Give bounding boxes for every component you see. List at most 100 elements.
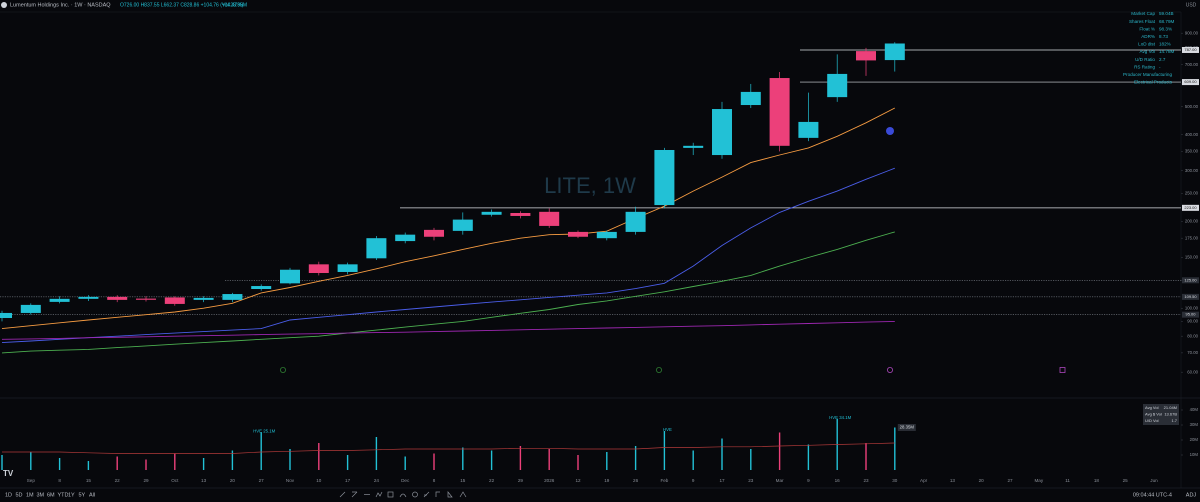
drawing-tools [339, 491, 467, 498]
adj-toggle[interactable]: ADJ [1186, 492, 1197, 498]
tool-circle[interactable] [412, 491, 418, 498]
volume-stat-value: 1.7 [1171, 418, 1177, 423]
volume-bar [202, 458, 205, 470]
event-marker[interactable] [1059, 367, 1066, 373]
candle-body [251, 286, 272, 290]
x-tick-label: 23 [863, 478, 869, 483]
candle-body [107, 296, 128, 300]
currency[interactable]: USD [1186, 2, 1197, 8]
x-tick-label: 26 [633, 478, 639, 483]
candle-body [827, 73, 848, 98]
range-button[interactable]: 1Y [68, 492, 75, 498]
y-tick-label: 300.00 [1185, 168, 1199, 173]
range-button[interactable]: All [89, 492, 95, 498]
candle-body [20, 304, 41, 313]
volume-bar [260, 432, 262, 470]
tool-ray[interactable] [351, 491, 358, 498]
volume-stat-value: 21.04M [1164, 405, 1177, 410]
volume-tick-label: 30M [1190, 422, 1199, 427]
sector: Producer Manufacturing [1123, 72, 1172, 77]
volume-bar [116, 456, 118, 470]
y-tick-label: 90.00 [1187, 319, 1198, 324]
tool-path[interactable] [375, 491, 383, 498]
x-tick-label: 17 [345, 478, 351, 483]
x-tick-label: 25 [1123, 478, 1129, 483]
tool-text[interactable] [447, 491, 453, 498]
tool-measure[interactable] [435, 491, 440, 497]
candle-body [395, 234, 416, 242]
candle-body [625, 211, 646, 232]
tool-rect[interactable] [387, 491, 394, 498]
volume-bar [778, 432, 781, 470]
candle-body [280, 269, 300, 284]
event-marker[interactable] [887, 366, 894, 373]
x-tick-label: 29 [143, 478, 149, 483]
x-tick-label: 15 [86, 478, 92, 483]
volume-bar [721, 438, 723, 470]
volume-bar [462, 447, 464, 470]
x-tick-label: Feb [660, 478, 668, 483]
moving-average [1, 320, 895, 340]
event-markers [279, 366, 1066, 373]
symbol[interactable]: Lumentum Holdings Inc. · 1W · NASDAQ [10, 2, 111, 8]
range-button[interactable]: 1M [26, 492, 34, 498]
x-tick-label: 8 [58, 478, 61, 483]
stat-label: Shares Float [1129, 19, 1156, 24]
y-tick-label: 60.00 [1187, 369, 1198, 374]
volume-bar [1, 455, 3, 470]
volume-bar [807, 444, 810, 470]
x-tick-label: Apr [920, 478, 928, 483]
volume-stat-label: Avg $ Vol [1145, 412, 1162, 417]
price-tag-label: 95.00 [1185, 312, 1196, 317]
candle-body [740, 91, 761, 106]
stat-label: Avg Vol [1140, 49, 1156, 54]
earnings-marker[interactable] [656, 366, 663, 373]
range-button[interactable]: 5D [16, 492, 23, 498]
range-button[interactable]: YTD [58, 492, 69, 498]
tool-trend[interactable] [339, 491, 346, 498]
volume-bar [433, 453, 435, 470]
candle-body [798, 121, 819, 138]
volume-tag [897, 423, 916, 431]
range-button[interactable]: 6M [47, 492, 55, 498]
range-button[interactable]: 5Y [79, 492, 86, 498]
tool-fib[interactable] [423, 491, 430, 498]
price-tag [1182, 204, 1199, 211]
stat-label: Float % [1139, 26, 1155, 31]
moving-average [1, 107, 896, 330]
stat-label: U/D Ratio [1135, 57, 1155, 62]
candle-body [366, 238, 387, 259]
brand-logo[interactable]: TV [3, 469, 14, 478]
y-tick-label: 500.00 [1185, 104, 1199, 109]
stat-label: RS Rating [1134, 64, 1155, 69]
y-tick-label: 150.00 [1185, 255, 1199, 260]
candle-body [510, 212, 531, 216]
industry: Electrical Products [1134, 80, 1173, 85]
watermark: LITE, 1W [544, 173, 636, 198]
stat-value: 59.04B [1159, 11, 1174, 16]
volume-tag-label: 28.35M [900, 425, 915, 430]
x-tick-label: Nov [286, 478, 295, 483]
x-tick-label: Mar [776, 478, 784, 483]
x-tick-label: 27 [1007, 478, 1013, 483]
stat-value: 98.3% [1159, 26, 1172, 31]
x-tick-label: 20 [979, 478, 985, 483]
stat-value: 14.78M [1159, 49, 1174, 54]
candle-body [424, 229, 444, 237]
tool-arc[interactable] [399, 493, 407, 498]
x-tick-label: Jun [1150, 478, 1158, 483]
ohlc: O726.00 H837.55 L662.37 C828.86 +104.76 … [120, 2, 244, 8]
candle-body [712, 109, 732, 156]
candle-body [481, 211, 502, 215]
y-tick-label: 175.00 [1185, 235, 1199, 240]
x-tick-label: 19 [604, 478, 610, 483]
x-tick-label: May [1034, 478, 1043, 483]
earnings-marker[interactable] [279, 366, 286, 373]
x-tick-label: 22 [115, 478, 121, 483]
price-tag [1182, 311, 1199, 318]
x-tick-label: 23 [748, 478, 754, 483]
range-button[interactable]: 3M [37, 492, 45, 498]
candle-body [856, 51, 876, 61]
range-button[interactable]: 1D [5, 492, 12, 498]
tool-pattern[interactable] [459, 491, 467, 498]
